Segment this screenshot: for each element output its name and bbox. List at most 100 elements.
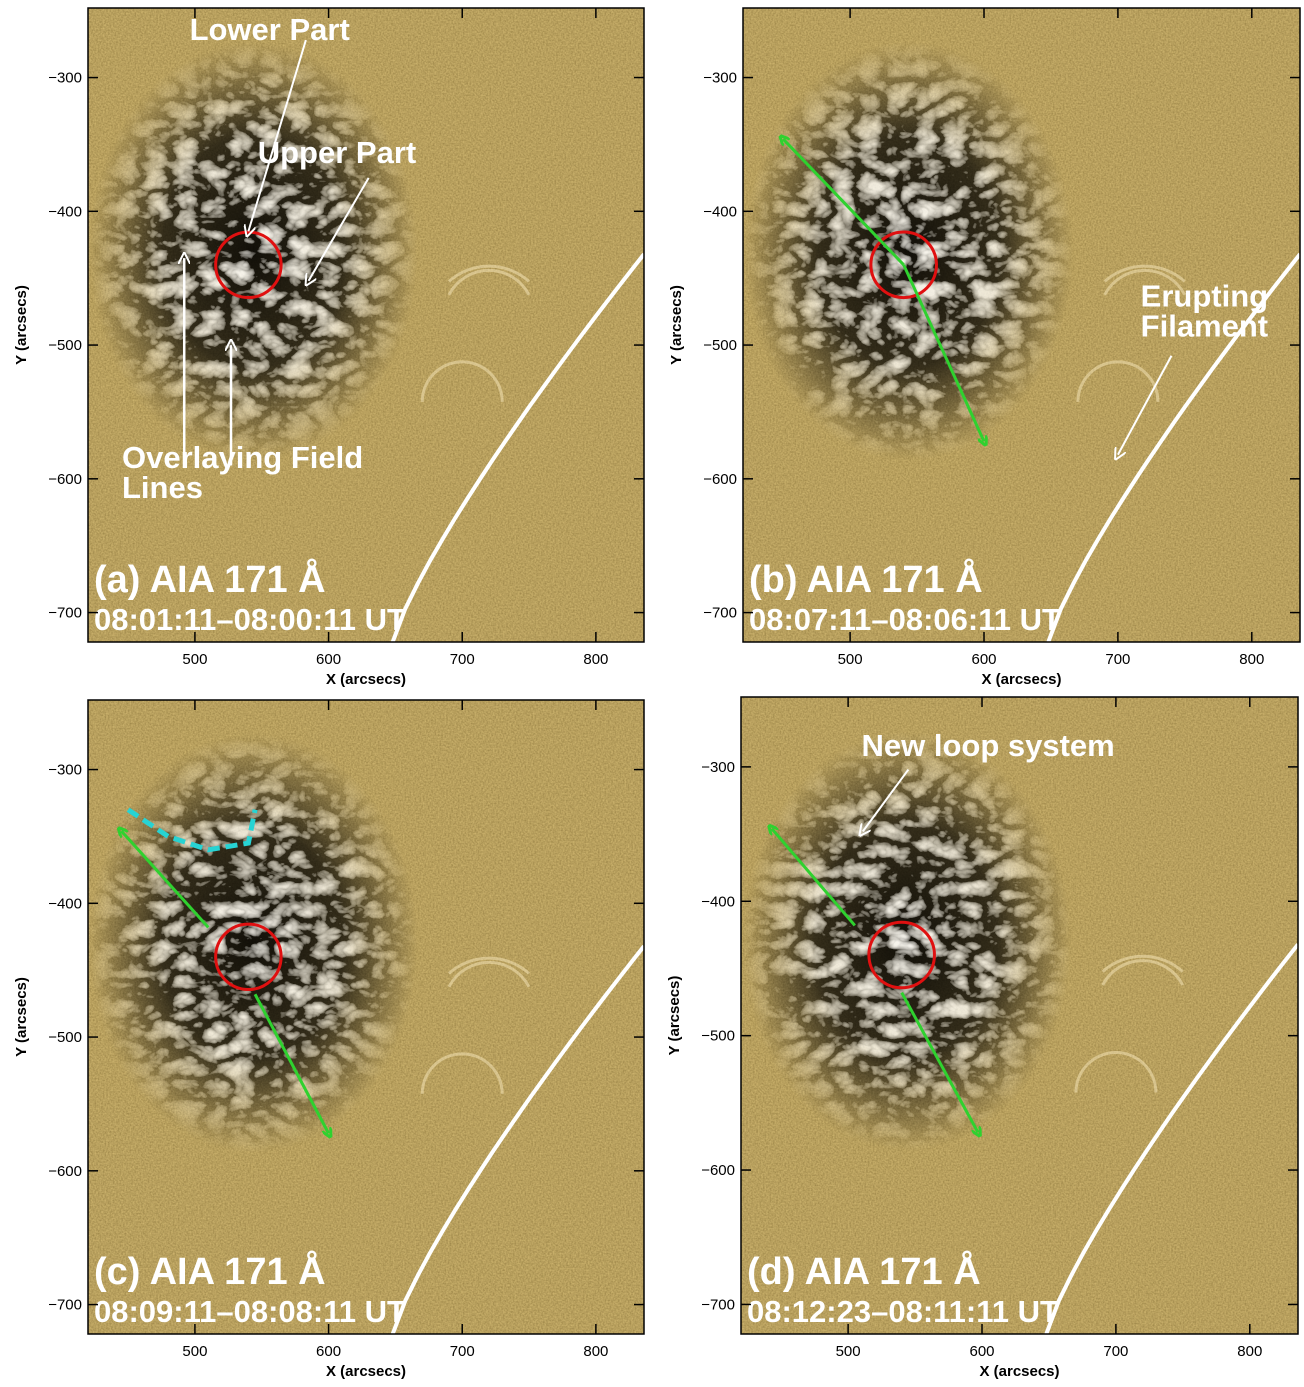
x-tick-label: 500 xyxy=(182,651,207,668)
annotation-label: Lower Part xyxy=(190,12,350,47)
green-arrow xyxy=(772,829,856,927)
panel-frame xyxy=(742,7,1301,643)
panel-a: Lower Part Upper Part Overlaying FieldLine… xyxy=(13,7,645,688)
x-tick-label: 600 xyxy=(969,1343,994,1360)
panel-image: (c) AIA 171 Å08:09:11–08:08:11 UT xyxy=(88,700,644,1334)
x-axis-title: X (arcsecs) xyxy=(981,671,1061,688)
green-arrow xyxy=(253,993,329,1133)
annotation-label: Overlaying Field xyxy=(122,440,363,475)
coronal-loop xyxy=(447,960,531,988)
coronal-loop xyxy=(1101,959,1185,986)
active-region xyxy=(88,733,419,1154)
y-axis-title: Y (arcsecs) xyxy=(668,285,685,365)
coronal-loop xyxy=(1076,360,1160,402)
white-arrow xyxy=(309,177,370,281)
coronal-loop xyxy=(1101,954,1184,973)
x-axis-title: X (arcsecs) xyxy=(326,671,406,688)
y-tick-label: −600 xyxy=(703,471,737,488)
coronal-loop xyxy=(447,268,531,296)
annotation-label: Filament xyxy=(1141,308,1268,343)
y-tick-label: −400 xyxy=(701,893,735,910)
y-tick-label: −700 xyxy=(48,605,82,622)
annotation-label: Upper Part xyxy=(258,135,416,170)
panel-frame xyxy=(87,699,645,1335)
panel-time: 08:07:11–08:06:11 UT xyxy=(749,602,1061,637)
y-tick-label: −700 xyxy=(48,1297,82,1314)
x-tick-label: 800 xyxy=(1239,651,1264,668)
panel-time: 08:12:23–08:11:11 UT xyxy=(747,1294,1059,1329)
green-arrow xyxy=(783,139,905,266)
coronal-loop xyxy=(420,1052,504,1094)
panel-frame xyxy=(740,696,1299,1335)
panel-title: (a) AIA 171 Å xyxy=(94,557,326,601)
y-tick-label: −400 xyxy=(48,895,82,912)
y-axis-title: Y (arcsecs) xyxy=(13,285,30,365)
y-tick-label: −300 xyxy=(701,759,735,776)
active-region xyxy=(88,41,419,462)
x-tick-label: 500 xyxy=(836,1343,861,1360)
coronal-loop xyxy=(447,264,530,283)
x-tick-label: 700 xyxy=(450,651,475,668)
x-tick-label: 800 xyxy=(1237,1343,1262,1360)
x-tick-label: 800 xyxy=(583,651,608,668)
panel-image: New loop system (d) AIA 171 Å08:12:23–08:… xyxy=(741,697,1298,1334)
green-arrow xyxy=(900,991,978,1133)
reference-circle xyxy=(867,920,936,990)
panel-frame xyxy=(87,7,645,643)
y-tick-label: −400 xyxy=(703,203,737,220)
y-tick-label: −300 xyxy=(48,70,82,87)
y-axis-title: Y (arcsecs) xyxy=(13,977,30,1057)
panel-title: (b) AIA 171 Å xyxy=(749,557,983,601)
active-region xyxy=(743,41,1074,462)
annotation-label: New loop system xyxy=(862,728,1115,763)
x-tick-label: 600 xyxy=(971,651,996,668)
x-tick-label: 500 xyxy=(182,1343,207,1360)
y-tick-label: −400 xyxy=(48,203,82,220)
annotation-label: Lines xyxy=(122,470,203,505)
white-arrow xyxy=(863,768,910,832)
y-tick-label: −600 xyxy=(48,1163,82,1180)
y-tick-label: −500 xyxy=(48,337,82,354)
y-axis-title: Y (arcsecs) xyxy=(666,976,683,1056)
annotation-label: Erupting xyxy=(1141,278,1268,313)
green-arrow xyxy=(121,831,210,929)
reference-circle xyxy=(869,230,938,300)
y-tick-label: −500 xyxy=(701,1028,735,1045)
y-tick-label: −300 xyxy=(703,70,737,87)
panel-image: Lower Part Upper Part Overlaying FieldLine… xyxy=(88,8,644,642)
coronal-loop xyxy=(1074,1051,1158,1093)
y-tick-label: −500 xyxy=(703,337,737,354)
y-tick-label: −600 xyxy=(701,1162,735,1179)
green-arrow xyxy=(902,264,984,442)
x-tick-label: 700 xyxy=(450,1343,475,1360)
y-tick-label: −500 xyxy=(48,1029,82,1046)
filament-outline xyxy=(126,807,258,853)
coronal-loop xyxy=(420,360,504,402)
panel-time: 08:09:11–08:08:11 UT xyxy=(94,1294,406,1329)
coronal-loop xyxy=(447,956,530,975)
x-tick-label: 600 xyxy=(316,651,341,668)
y-tick-label: −300 xyxy=(48,762,82,779)
panel-title: (c) AIA 171 Å xyxy=(94,1249,326,1293)
panel-time: 08:01:11–08:00:11 UT xyxy=(94,602,406,637)
x-tick-label: 700 xyxy=(1105,651,1130,668)
solar-limb xyxy=(1046,252,1300,642)
y-tick-label: −700 xyxy=(701,1296,735,1313)
x-axis-title: X (arcsecs) xyxy=(979,1363,1059,1380)
y-tick-label: −700 xyxy=(703,605,737,622)
x-tick-label: 800 xyxy=(583,1343,608,1360)
reference-circle xyxy=(214,922,283,992)
coronal-loop xyxy=(1103,268,1187,296)
solar-limb xyxy=(390,944,644,1334)
solar-limb xyxy=(390,252,644,642)
white-arrow xyxy=(1118,355,1173,455)
active-region xyxy=(741,731,1072,1152)
panel-title: (d) AIA 171 Å xyxy=(747,1249,981,1293)
x-tick-label: 600 xyxy=(316,1343,341,1360)
panel-c: (c) AIA 171 Å08:09:11–08:08:11 UT 500 600 7… xyxy=(13,699,645,1380)
y-tick-label: −600 xyxy=(48,471,82,488)
white-arrow xyxy=(248,39,307,231)
